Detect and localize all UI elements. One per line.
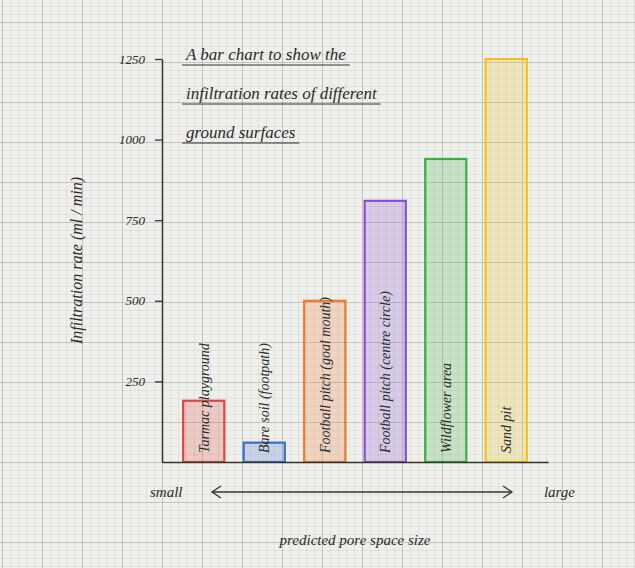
annotation: small: [150, 484, 183, 500]
arrow-head: [503, 486, 512, 498]
x-axis-line: [163, 462, 549, 464]
bar: [486, 59, 527, 462]
title-underline: [182, 143, 299, 144]
x-axis-title: predicted pore space size: [279, 532, 431, 548]
annotation: large: [544, 484, 575, 500]
y-axis: 250 500 750 1000 1250: [119, 52, 163, 463]
y-tick-mark: [155, 139, 162, 140]
y-axis-line: [162, 60, 164, 463]
chart: 250 500 750 1000 1250 Tarmac playground Bare s…: [0, 0, 635, 568]
y-tick: 1250: [119, 52, 162, 67]
y-tick-mark: [155, 301, 162, 302]
category-label: Football pitch (centre circle): [378, 291, 394, 454]
y-tick: 750: [126, 213, 163, 228]
arrow-shaft: [212, 491, 512, 492]
bar: [365, 201, 406, 462]
title-line: ground surfaces: [186, 123, 296, 142]
y-tick: 250: [126, 374, 163, 389]
y-tick: 1000: [119, 132, 162, 147]
y-tick-label: 250: [126, 374, 146, 389]
y-tick-label: 1000: [119, 132, 146, 147]
category-label: Football pitch (goal mouth): [318, 297, 334, 454]
category-label: Tarmac playground: [197, 342, 212, 453]
title-group: A bar chart to show the infiltration rate…: [182, 45, 381, 143]
y-tick-mark: [155, 220, 162, 221]
x-axis: [163, 462, 549, 463]
y-axis-title: Infiltration rate (ml / min): [68, 177, 86, 345]
y-tick: 500: [126, 293, 163, 308]
bar: [425, 159, 466, 462]
title-underline: [182, 65, 350, 66]
category-label: Wildflower area: [439, 363, 454, 453]
title-line: infiltration rates of different: [186, 84, 378, 103]
category-labels: Tarmac playground Bare soil (footpath) Foo…: [197, 291, 515, 454]
y-tick-label: 1250: [119, 52, 146, 67]
double-arrow: [212, 486, 512, 498]
y-tick-label: 750: [126, 213, 146, 228]
y-tick-label: 500: [126, 293, 146, 308]
bars: [183, 59, 527, 462]
arrow-head: [212, 486, 221, 498]
category-label: Sand pit: [499, 406, 514, 453]
category-label: Bare soil (footpath): [257, 343, 273, 453]
title-underline: [182, 104, 381, 105]
title-line: A bar chart to show the: [185, 45, 346, 64]
y-tick-mark: [155, 59, 162, 60]
title: A bar chart to show the infiltration rate…: [185, 45, 378, 142]
y-tick-mark: [155, 381, 162, 382]
